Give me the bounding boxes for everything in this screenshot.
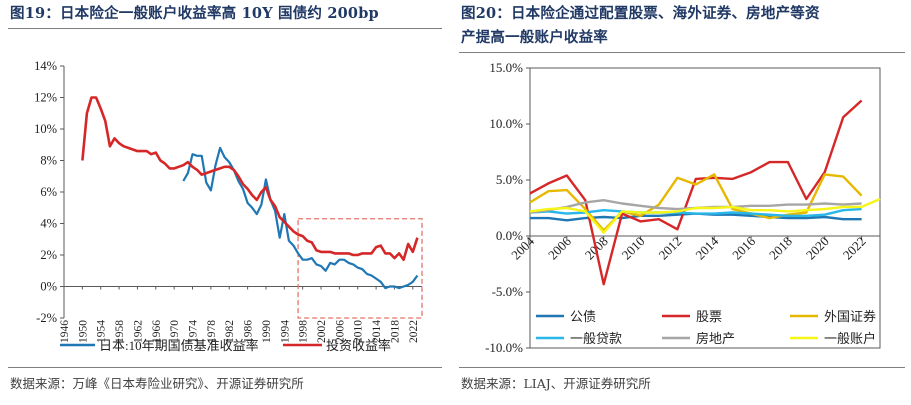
chart1-x-tick-label: 2002: [316, 320, 328, 343]
chart1-x-tick-label: 1982: [224, 320, 236, 343]
figure-19-title: 图19：日本险企一般账户收益率高 10Y 国债约 200bp: [10, 5, 379, 22]
chart1-x-tick-label: 1990: [261, 320, 273, 343]
chart2-x-tick-label: 2016: [729, 233, 758, 262]
chart1-y-tick-label: -2%: [36, 311, 57, 325]
chart2-y-tick-label: -5.0%: [492, 284, 524, 299]
chart1-legend-label: 投资收益率: [326, 338, 391, 353]
chart2-legend-label: 外国证券: [824, 309, 876, 324]
chart2-x-tick-label: 2020: [803, 234, 832, 263]
chart2-y-tick-label: 10.0%: [489, 116, 523, 131]
chart1-x-tick-label: 2014: [371, 320, 383, 343]
chart1-line-investment-yield: [81, 96, 419, 261]
chart2-y-tick-label: 5.0%: [496, 172, 523, 187]
chart1-x-tick-label: 1966: [151, 320, 163, 343]
chart1-y-tick-label: 6%: [40, 185, 57, 199]
chart2-x-tick-label: 2010: [619, 234, 648, 263]
chart1-x-tick-label: 1954: [96, 320, 108, 343]
figure-19-top-rule: [8, 28, 442, 29]
chart1-x-tick-label: 1946: [59, 320, 71, 343]
chart1-y-tick-label: 2%: [40, 248, 57, 262]
chart1-legend-label: 日本:10年期国债基准收益率: [99, 338, 259, 353]
chart1-x-tick-label: 1958: [114, 320, 126, 343]
chart2-legend-label: 股票: [696, 309, 722, 324]
chart1-x-tick-label: 1986: [243, 320, 255, 343]
chart2-y-tick-label: -10.0%: [485, 340, 523, 355]
chart1-y-tick-label: 14%: [34, 59, 57, 73]
figure-20-bottom-rule: [459, 367, 905, 368]
chart2-x-tick-label: 2006: [545, 233, 574, 262]
chart1-y-tick-label: 10%: [34, 122, 57, 136]
figure-20-title-line2: 产提高一般账户收益率: [461, 29, 608, 46]
chart1-x-tick-label: 2018: [389, 320, 401, 343]
chart1-x-tick-label: 1978: [206, 320, 218, 343]
figure-20-top-rule: [459, 52, 905, 53]
chart1-x-tick-label: 1974: [188, 320, 200, 343]
chart1-y-tick-label: 8%: [40, 154, 57, 168]
figure-20-source: 数据来源：LIAJ、开源证券研究所: [461, 376, 651, 391]
chart2-line-stocks: [529, 99, 863, 286]
chart1-x-tick-label: 1950: [77, 320, 89, 343]
chart1-x-tick-label: 1998: [298, 320, 310, 343]
chart2-line-foreign-securities: [529, 173, 863, 232]
chart2-legend-label: 一般账户: [824, 331, 876, 346]
chart2-x-tick-label: 2018: [766, 234, 795, 263]
chart2-y-tick-label: 15.0%: [489, 60, 523, 75]
chart1-x-tick-label: 2010: [353, 320, 365, 343]
chart1-y-tick-label: 12%: [34, 91, 57, 105]
chart1-x-tick-label: 2006: [334, 320, 346, 343]
chart2-legend-label: 房地产: [696, 331, 735, 346]
figure-19-bottom-rule: [8, 367, 442, 368]
chart2-x-tick-label: 2014: [692, 233, 721, 262]
figure-20-title-line1: 图20：日本险企通过配置股票、海外证券、房地产等资: [461, 5, 820, 22]
figure-19-source: 数据来源：万峰《日本寿险业研究》、开源证券研究所: [10, 376, 304, 391]
chart2-line-general-account: [529, 197, 881, 234]
chart1-line-jgb10y: [182, 146, 419, 290]
chart2-x-tick-label: 2022: [840, 234, 869, 263]
chart1-x-tick-label: 2022: [408, 320, 420, 343]
chart1-y-tick-label: 4%: [40, 217, 57, 231]
chart1-x-tick-label: 1962: [132, 320, 144, 343]
chart2-y-tick-label: 0.0%: [496, 228, 523, 243]
chart1-x-tick-label: 1970: [169, 320, 181, 343]
chart1-y-tick-label: 0%: [40, 280, 57, 294]
chart2-frame: [529, 67, 881, 349]
chart2-legend-label: 公债: [570, 309, 596, 324]
chart2-x-tick-label: 2012: [655, 234, 684, 263]
chart2-legend-label: 一般贷款: [570, 331, 622, 346]
chart1-x-tick-label: 1994: [279, 320, 291, 343]
chart1-highlight-box: [297, 218, 423, 319]
